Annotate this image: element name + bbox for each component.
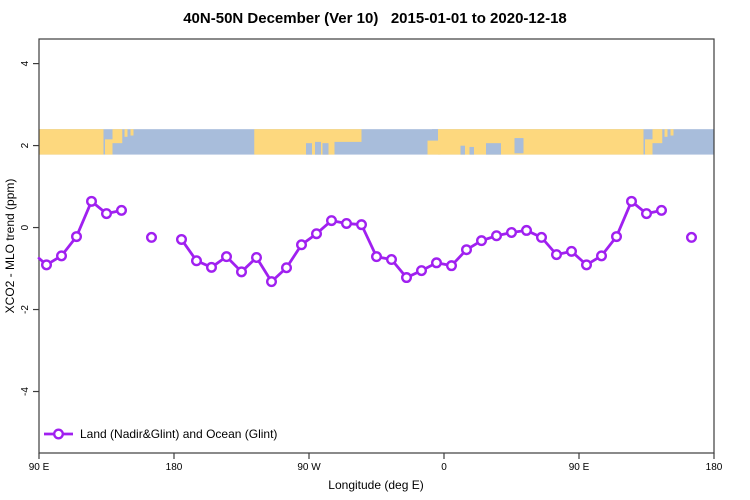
world-map-strip: [39, 129, 714, 155]
map-land-segment: [105, 139, 113, 155]
data-point: [235, 266, 247, 278]
data-point: [205, 261, 217, 273]
data-point: [250, 251, 262, 263]
map-land-segment: [438, 129, 644, 155]
map-land-segment: [124, 129, 128, 137]
map-water-segment: [486, 143, 501, 155]
data-point: [281, 262, 293, 274]
data-point: [656, 204, 668, 216]
data-point: [581, 259, 593, 271]
data-point: [41, 259, 53, 271]
map-land-segment: [334, 129, 362, 142]
map-water-segment: [322, 143, 329, 155]
y-tick-label: -4: [20, 387, 31, 396]
data-point: [266, 276, 278, 288]
legend-label: Land (Nadir&Glint) and Ocean (Glint): [80, 427, 277, 441]
map-land-segment: [39, 129, 104, 155]
map-land-segment: [670, 129, 674, 136]
y-tick-label: -2: [20, 305, 31, 314]
data-point: [431, 257, 443, 269]
map-water-segment: [514, 138, 524, 154]
data-point: [551, 249, 563, 261]
data-point: [190, 255, 202, 267]
map-water-segment: [460, 145, 465, 155]
data-point: [491, 230, 503, 242]
data-point: [100, 208, 112, 220]
data-point: [371, 251, 383, 263]
y-tick-label: 4: [20, 60, 31, 66]
map-land-segment: [645, 139, 653, 155]
y-axis: 4 2 0 -2 -4: [20, 60, 39, 396]
data-point: [536, 231, 548, 243]
x-axis-label: Longitude (deg E): [328, 478, 423, 492]
data-point: [341, 217, 353, 229]
data-point: [686, 231, 698, 243]
x-tick-label: 90 E: [569, 462, 590, 473]
y-axis-label: XCO2 - MLO trend (ppm): [3, 179, 17, 314]
data-point: [70, 231, 82, 243]
data-point: [446, 260, 458, 272]
data-point: [476, 235, 488, 247]
data-series: [37, 195, 698, 288]
data-point: [85, 195, 97, 207]
data-point: [175, 233, 187, 245]
data-point: [626, 195, 638, 207]
map-land-segment: [652, 129, 663, 144]
data-point: [386, 254, 398, 266]
x-tick-label: 0: [441, 462, 447, 473]
legend: Land (Nadir&Glint) and Ocean (Glint): [44, 427, 277, 441]
map-land-segment: [130, 129, 134, 136]
legend-marker-icon: [53, 428, 65, 440]
map-land-segment: [112, 129, 123, 144]
data-point: [596, 250, 608, 262]
data-point: [220, 251, 232, 263]
x-tick-label: 180: [706, 462, 723, 473]
chart-title: 40N-50N December (Ver 10) 2015-01-01 to …: [183, 10, 567, 27]
map-land-segment: [254, 129, 335, 155]
x-axis: 90 E 180 90 W 0 90 E 180: [29, 453, 723, 473]
data-point: [461, 244, 473, 256]
x-tick-label: 90 W: [297, 462, 321, 473]
data-point: [115, 204, 127, 216]
x-tick-label: 90 E: [29, 462, 50, 473]
data-point: [145, 231, 157, 243]
data-point: [401, 272, 413, 284]
plot-border: [38, 38, 715, 454]
map-water-segment: [315, 141, 321, 155]
data-point: [416, 265, 428, 277]
data-point: [611, 231, 623, 243]
map-land-segment: [427, 140, 441, 155]
y-tick-label: 0: [20, 224, 31, 230]
data-point: [356, 219, 368, 231]
data-point: [56, 250, 68, 262]
y-tick-label: 2: [20, 142, 31, 148]
map-water-segment: [306, 143, 312, 155]
data-point: [326, 215, 338, 227]
data-point: [296, 239, 308, 251]
map-water-segment: [432, 129, 438, 140]
x-tick-label: 180: [166, 462, 183, 473]
data-point: [311, 228, 323, 240]
map-land-segment: [664, 129, 668, 137]
data-point: [566, 245, 578, 257]
data-point: [506, 226, 518, 238]
data-point: [641, 208, 653, 220]
data-point: [521, 224, 533, 236]
map-water-segment: [469, 146, 474, 155]
